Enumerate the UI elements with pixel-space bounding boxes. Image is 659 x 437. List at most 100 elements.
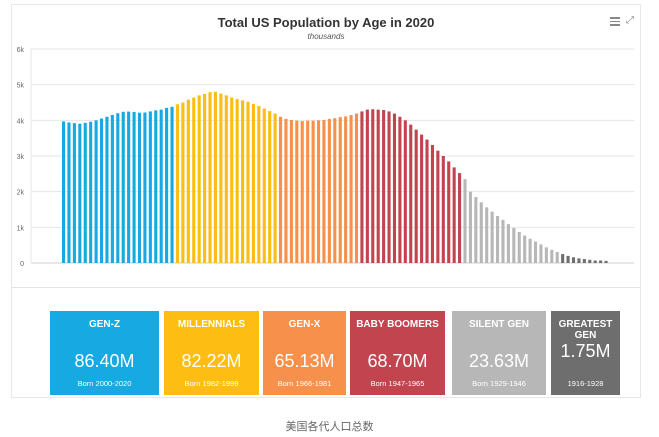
bar[interactable] [116,113,120,263]
bar[interactable] [566,255,570,263]
bar[interactable] [409,124,413,263]
bar[interactable] [420,134,424,263]
bar[interactable] [593,260,597,264]
bar[interactable] [67,122,71,263]
bar[interactable] [599,260,603,264]
bar[interactable] [463,179,467,263]
bar[interactable] [604,260,608,263]
bar[interactable] [208,92,212,263]
bar[interactable] [588,259,592,263]
bar[interactable] [89,121,93,263]
bar[interactable] [398,116,402,264]
bar[interactable] [316,120,321,263]
bar[interactable] [295,120,299,263]
bar[interactable] [468,191,472,263]
bar[interactable] [257,106,261,263]
bar[interactable] [403,120,407,263]
bar[interactable] [517,231,521,263]
bar[interactable] [544,247,548,263]
bar[interactable] [235,98,239,264]
bar[interactable] [268,111,272,263]
bar[interactable] [523,235,527,263]
bar[interactable] [322,119,326,263]
bar[interactable] [192,97,196,263]
bar[interactable] [582,259,586,263]
bar[interactable] [311,120,315,263]
bar[interactable] [224,95,228,264]
bar[interactable] [360,111,364,263]
bar[interactable] [72,123,76,263]
bar[interactable] [132,111,136,263]
bar[interactable] [300,121,304,263]
bar[interactable] [474,197,478,263]
bar[interactable] [441,156,445,263]
bar[interactable] [148,111,152,263]
bar[interactable] [365,109,369,263]
hamburger-menu-icon[interactable] [610,17,620,26]
bar[interactable] [143,112,147,264]
bar[interactable] [485,207,489,263]
bar[interactable] [425,139,429,263]
bar[interactable] [78,123,82,263]
bar[interactable] [94,120,98,263]
bar[interactable] [561,254,565,263]
bar[interactable] [165,107,169,263]
bar[interactable] [496,215,500,263]
bar[interactable] [121,111,125,264]
bar[interactable] [577,258,581,263]
bar[interactable] [528,238,532,263]
bar[interactable] [284,118,288,263]
bar[interactable] [344,116,348,263]
bar[interactable] [230,97,234,263]
bar[interactable] [154,110,158,263]
bar[interactable] [452,167,456,263]
bar[interactable] [512,228,516,263]
bar[interactable] [550,249,554,263]
bar[interactable] [376,109,380,263]
bar[interactable] [371,109,375,263]
bar[interactable] [392,113,397,263]
bar[interactable] [127,111,131,263]
bar[interactable] [533,241,538,263]
bar[interactable] [83,122,87,263]
bar[interactable] [62,121,66,264]
bar[interactable] [539,244,543,263]
bar[interactable] [447,161,451,263]
bar[interactable] [159,109,163,263]
bar[interactable] [181,102,185,264]
bar[interactable] [279,116,283,264]
bar[interactable] [105,116,109,264]
expand-icon[interactable]: ⤢ [626,15,634,26]
bar[interactable] [197,95,201,264]
bar[interactable] [354,113,359,263]
bar[interactable] [555,251,559,263]
bar[interactable] [333,118,337,263]
bar[interactable] [327,118,331,263]
bar[interactable] [175,104,180,263]
bar[interactable] [203,93,207,263]
bar[interactable] [571,257,576,263]
bar[interactable] [387,111,391,263]
bar[interactable] [338,117,342,264]
bar[interactable] [458,173,462,263]
bar[interactable] [213,91,217,263]
bar[interactable] [262,108,266,263]
bar[interactable] [506,224,510,263]
bar[interactable] [170,106,174,263]
bar[interactable] [251,103,255,264]
bar[interactable] [430,144,434,263]
bar[interactable] [99,118,104,263]
bar[interactable] [241,100,245,263]
bar[interactable] [382,109,386,264]
bar[interactable] [110,114,114,263]
bar[interactable] [219,93,223,263]
bar[interactable] [501,219,505,263]
bar[interactable] [479,202,483,263]
bar[interactable] [289,119,293,263]
bar[interactable] [414,129,418,263]
bar[interactable] [137,112,142,263]
bar[interactable] [436,150,440,263]
bar[interactable] [306,120,310,263]
bar[interactable] [246,101,250,263]
bar[interactable] [490,211,494,263]
